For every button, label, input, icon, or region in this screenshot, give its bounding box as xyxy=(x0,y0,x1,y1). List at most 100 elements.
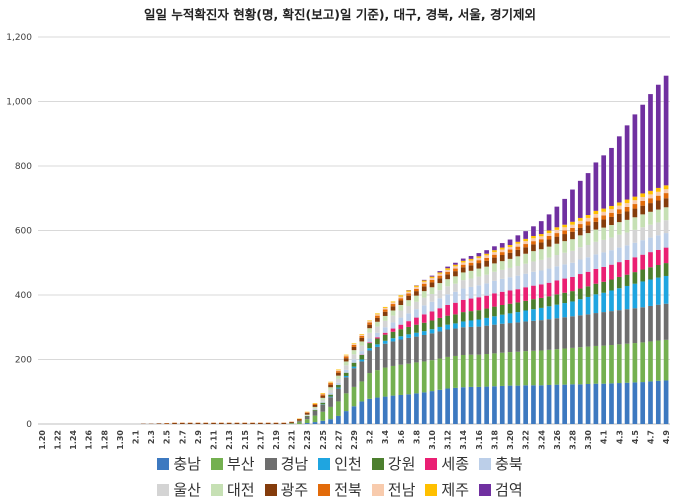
bar-segment xyxy=(351,344,357,345)
legend-label: 충북 xyxy=(495,455,523,473)
bar-segment xyxy=(375,397,380,424)
bar-segment xyxy=(648,224,653,238)
bar-segment xyxy=(359,359,365,362)
bar-segment xyxy=(312,409,318,411)
bar-segment xyxy=(336,378,341,383)
bar-segment xyxy=(453,302,458,315)
legend-item: 광주 xyxy=(264,479,308,500)
bar-segment xyxy=(655,380,661,424)
bar-segment xyxy=(437,331,443,359)
bar-segment xyxy=(515,312,521,323)
bar-segment xyxy=(538,234,544,237)
bar-segment xyxy=(609,279,614,291)
bar-segment xyxy=(359,381,365,402)
bar-segment xyxy=(554,280,560,295)
bar-segment xyxy=(663,185,669,190)
bar-segment xyxy=(515,256,521,266)
bar-segment xyxy=(375,337,380,339)
bar-segment xyxy=(421,314,427,323)
x-tick-label: 3.20 xyxy=(506,430,515,450)
bar-segment xyxy=(382,396,388,424)
bar-segment xyxy=(562,303,568,318)
bar-segment xyxy=(554,349,560,385)
bar-segment xyxy=(640,382,646,424)
bar-segment xyxy=(359,351,365,355)
bar-segment xyxy=(632,196,638,201)
bar-segment xyxy=(601,383,607,424)
bar-segment xyxy=(476,326,482,355)
bar-segment xyxy=(390,395,396,424)
bar-segment xyxy=(328,393,333,395)
bar-segment xyxy=(414,362,419,394)
bar-segment xyxy=(312,410,318,416)
bar-segment xyxy=(468,265,474,271)
bar-segment xyxy=(437,273,443,276)
bar-segment xyxy=(632,272,638,284)
bar-segment xyxy=(492,316,497,325)
bar-segment xyxy=(414,286,419,289)
bar-segment xyxy=(616,310,622,345)
bar-segment xyxy=(203,423,209,424)
bar-segment xyxy=(445,274,450,280)
x-tick-label: 3.6 xyxy=(397,430,406,445)
bar-segment xyxy=(437,271,443,273)
bar-segment xyxy=(468,354,474,387)
bar-segment xyxy=(632,200,638,205)
bar-segment xyxy=(320,402,326,405)
legend-swatch xyxy=(425,457,438,470)
bar-segment xyxy=(460,312,466,322)
bar-segment xyxy=(375,344,380,347)
bar-segment xyxy=(640,240,646,255)
bar-segment xyxy=(507,277,513,291)
bar-segment xyxy=(328,406,333,420)
x-tick-label: 1.28 xyxy=(100,430,109,450)
bar-segment xyxy=(484,325,489,355)
bar-segment xyxy=(406,290,411,292)
bar-segment xyxy=(429,282,435,288)
bar-segment xyxy=(507,249,513,253)
bar-segment xyxy=(616,288,622,311)
bar-segment xyxy=(492,280,497,294)
bar-segment xyxy=(484,253,489,256)
bar-segment xyxy=(375,370,380,398)
bar-segment xyxy=(336,375,341,379)
bar-segment xyxy=(468,258,474,261)
bar-segment xyxy=(429,360,435,392)
bar-segment xyxy=(437,283,443,291)
bar-segment xyxy=(429,279,435,283)
bar-segment xyxy=(421,334,427,362)
legend-label: 전북 xyxy=(334,481,362,499)
bar-segment xyxy=(593,254,599,269)
legend-row-2: 울산 대전 광주 전북 전남 제주 검역 xyxy=(0,479,680,500)
bar-segment xyxy=(577,247,583,260)
bar-segment xyxy=(398,339,404,365)
bar-segment xyxy=(648,267,653,280)
bar-segment xyxy=(538,297,544,308)
x-tick-label: 2.11 xyxy=(210,430,219,450)
bar-segment xyxy=(382,311,388,316)
bar-segment xyxy=(328,382,333,384)
bar-segment xyxy=(382,307,388,310)
bar-segment xyxy=(554,266,560,281)
bar-segment xyxy=(609,212,614,217)
x-tick-label: 1.30 xyxy=(116,430,125,450)
bar-segment xyxy=(531,238,536,242)
bar-segment xyxy=(328,419,333,424)
bar-segment xyxy=(492,271,497,281)
bar-segment xyxy=(343,356,349,359)
bar-segment xyxy=(492,252,497,255)
x-tick-label: 2.3 xyxy=(147,430,156,444)
bar-segment xyxy=(468,260,474,263)
x-tick-label: 3.8 xyxy=(412,430,421,445)
bar-segment xyxy=(663,380,669,424)
x-tick-label: 3.26 xyxy=(553,430,562,450)
bar-segment xyxy=(515,322,521,352)
bar-segment xyxy=(609,237,614,251)
legend-label: 대전 xyxy=(226,481,255,499)
bar-segment xyxy=(460,272,466,281)
y-tick-label: 1,200 xyxy=(6,33,32,43)
legend-swatch xyxy=(157,457,170,470)
bar-segment xyxy=(398,295,404,297)
bar-segment xyxy=(429,333,435,361)
